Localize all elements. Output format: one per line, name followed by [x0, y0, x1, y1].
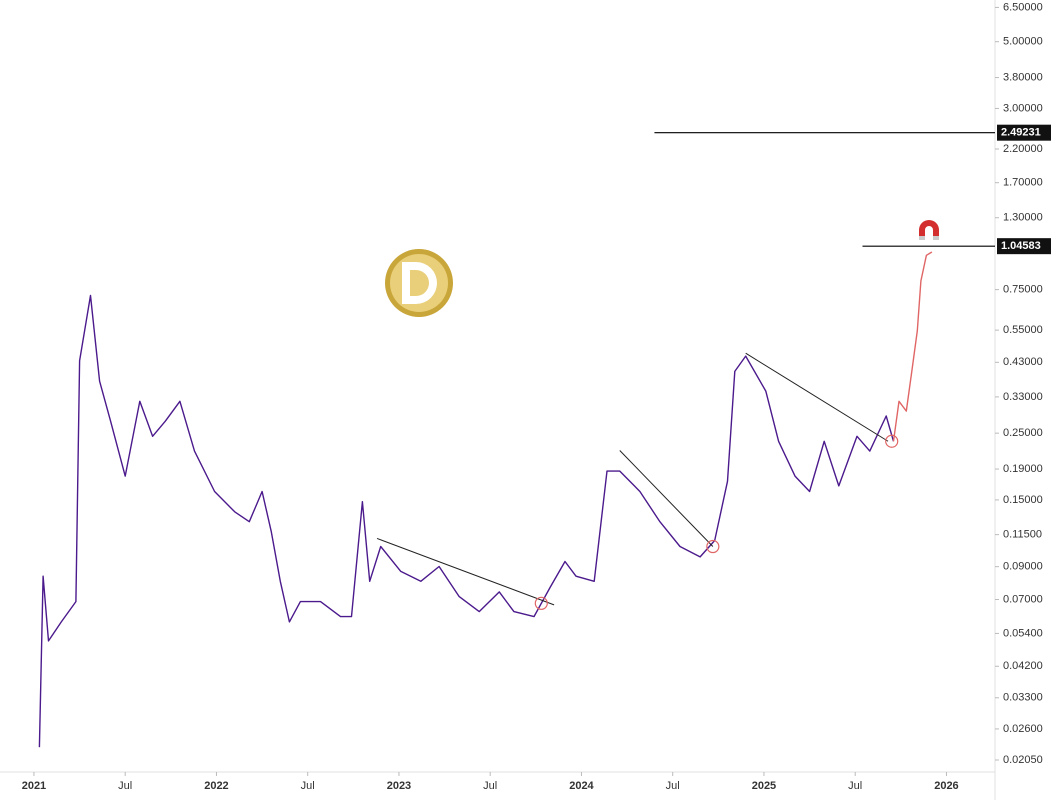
x-tick-label: Jul	[666, 780, 680, 792]
doge-logo	[385, 249, 453, 317]
price-line	[892, 251, 933, 442]
y-tick-label: 0.15000	[1003, 494, 1043, 506]
y-tick-label: 1.30000	[1003, 212, 1043, 224]
x-tick-label: 2021	[22, 780, 46, 792]
x-tick-label: Jul	[118, 780, 132, 792]
trendline	[619, 450, 714, 547]
y-tick-label: 0.75000	[1003, 284, 1043, 296]
x-tick-label: 2023	[387, 780, 411, 792]
x-tick-label: 2026	[934, 780, 958, 792]
level-label: 1.04583	[1001, 240, 1041, 252]
y-tick-label: 0.25000	[1003, 427, 1043, 439]
y-tick-label: 0.43000	[1003, 356, 1043, 368]
y-tick-label: 0.02600	[1003, 723, 1043, 735]
y-tick-label: 0.02050	[1003, 754, 1043, 766]
level-label: 2.49231	[1001, 127, 1041, 139]
x-tick-label: Jul	[848, 780, 862, 792]
y-tick-label: 0.03300	[1003, 692, 1043, 704]
y-tick-label: 0.07000	[1003, 593, 1043, 605]
y-tick-label: 0.11500	[1003, 529, 1042, 541]
x-tick-label: 2024	[569, 780, 594, 792]
y-tick-label: 0.05400	[1003, 627, 1043, 639]
y-tick-label: 6.50000	[1003, 1, 1043, 13]
trendline	[745, 352, 889, 442]
x-tick-label: Jul	[483, 780, 497, 792]
price-line	[38, 294, 895, 748]
trendline	[376, 537, 555, 606]
y-tick-label: 0.33000	[1003, 391, 1043, 403]
y-tick-label: 1.70000	[1003, 177, 1043, 189]
magnet-icon	[919, 220, 939, 240]
breakout-marker	[885, 434, 899, 448]
y-tick-label: 0.09000	[1003, 561, 1043, 573]
level-label-box	[997, 124, 1051, 141]
y-tick-label: 0.04200	[1003, 660, 1043, 672]
x-tick-label: 2022	[204, 780, 228, 792]
y-tick-label: 2.20000	[1003, 143, 1043, 155]
y-tick-label: 3.80000	[1003, 71, 1043, 83]
breakout-marker	[706, 539, 720, 554]
level-label-box	[997, 238, 1051, 255]
y-tick-label: 3.00000	[1003, 102, 1043, 114]
breakout-marker	[534, 596, 548, 610]
x-tick-label: 2025	[752, 780, 776, 792]
y-tick-label: 0.55000	[1003, 324, 1043, 336]
x-tick-label: Jul	[301, 780, 315, 792]
y-tick-label: 0.19000	[1003, 463, 1043, 475]
y-tick-label: 5.00000	[1003, 36, 1043, 48]
